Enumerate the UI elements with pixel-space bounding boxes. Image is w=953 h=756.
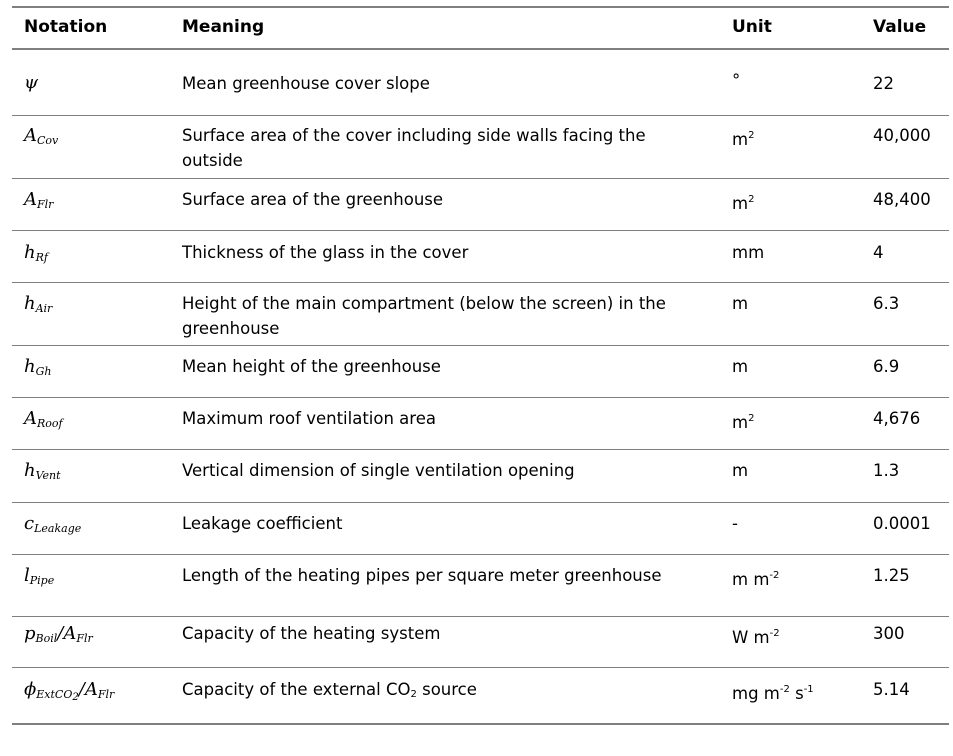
row-divider xyxy=(12,345,949,346)
value-cell: 300 xyxy=(873,624,905,643)
unit-cell: m xyxy=(732,357,749,376)
meaning-cell: Surface area of the cover including side… xyxy=(182,126,646,170)
header-meaning: Meaning xyxy=(182,17,265,37)
header-unit: Unit xyxy=(732,17,772,37)
meaning-cell: Capacity of the external CO2 source xyxy=(182,680,477,700)
unit-cell: mg m-2 s-1 xyxy=(732,684,814,703)
row-divider xyxy=(12,616,949,617)
row-divider xyxy=(12,449,949,450)
header-bottom-rule xyxy=(12,48,949,50)
meaning-cell: Vertical dimension of single ventilation… xyxy=(182,461,575,480)
notation-cell: hGh xyxy=(24,356,52,378)
row-divider xyxy=(12,230,949,231)
meaning-cell: Capacity of the heating system xyxy=(182,624,441,643)
unit-cell: W m-2 xyxy=(732,628,780,647)
value-cell: 5.14 xyxy=(873,680,910,699)
meaning-cell: Maximum roof ventilation area xyxy=(182,409,436,428)
notation-cell: hRf xyxy=(24,242,48,264)
value-cell: 4,676 xyxy=(873,409,921,428)
unit-cell: m2 xyxy=(732,413,755,432)
row-divider xyxy=(12,178,949,179)
header-notation: Notation xyxy=(24,17,108,37)
notation-cell: hVent xyxy=(24,460,61,482)
row-divider xyxy=(12,115,949,116)
unit-cell: mm xyxy=(732,243,765,262)
value-cell: 1.3 xyxy=(873,461,900,480)
value-cell: 48,400 xyxy=(873,190,931,209)
value-cell: 6.9 xyxy=(873,357,900,376)
header-value: Value xyxy=(873,17,927,37)
row-divider xyxy=(12,554,949,555)
meaning-cell: Mean height of the greenhouse xyxy=(182,357,441,376)
unit-cell: m2 xyxy=(732,194,755,213)
value-cell: 0.0001 xyxy=(873,514,931,533)
meaning-cell: Thickness of the glass in the cover xyxy=(182,243,469,262)
unit-cell: m xyxy=(732,461,749,480)
unit-cell: m m-2 xyxy=(732,570,780,589)
row-divider xyxy=(12,397,949,398)
meaning-cell: Height of the main compartment (below th… xyxy=(182,294,666,338)
row-divider xyxy=(12,282,949,283)
notation-cell: ψ xyxy=(24,72,39,93)
value-cell: 40,000 xyxy=(873,126,931,145)
meaning-cell: Mean greenhouse cover slope xyxy=(182,74,430,93)
notation-cell: pBoil/AFlr xyxy=(24,623,93,645)
unit-cell: m2 xyxy=(732,130,755,149)
notation-cell: lPipe xyxy=(24,565,55,587)
table-bottom-rule xyxy=(12,723,949,725)
unit-cell: - xyxy=(732,514,738,533)
unit-cell: ° xyxy=(732,71,741,90)
unit-cell: m xyxy=(732,294,749,313)
notation-cell: ϕExtCO2/AFlr xyxy=(24,679,115,703)
notation-cell: ARoof xyxy=(24,408,63,430)
meaning-cell: Length of the heating pipes per square m… xyxy=(182,566,662,585)
notation-cell: AFlr xyxy=(24,189,54,211)
notation-cell: cLeakage xyxy=(24,513,82,535)
notation-cell: ACov xyxy=(24,125,59,147)
value-cell: 22 xyxy=(873,74,894,93)
row-divider xyxy=(12,502,949,503)
table-top-rule xyxy=(12,6,949,8)
row-divider xyxy=(12,667,949,668)
value-cell: 6.3 xyxy=(873,294,900,313)
meaning-cell: Surface area of the greenhouse xyxy=(182,190,444,209)
meaning-cell: Leakage coefficient xyxy=(182,514,343,533)
value-cell: 4 xyxy=(873,243,884,262)
value-cell: 1.25 xyxy=(873,566,910,585)
notation-cell: hAir xyxy=(24,293,53,315)
